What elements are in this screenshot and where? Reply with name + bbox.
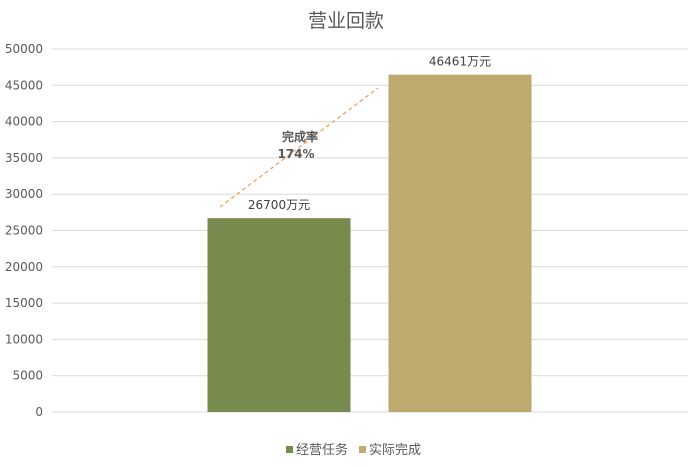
y-tick-label: 40000 xyxy=(5,115,43,129)
gridlines xyxy=(52,48,688,413)
y-axis: 0 5000 10000 15000 20000 25000 30000 35000 40000… xyxy=(5,42,43,419)
bars xyxy=(207,74,532,412)
legend-label: 实际完成 xyxy=(369,443,421,458)
completion-rate-label: 完成率 xyxy=(282,129,318,144)
completion-dashed-arrow xyxy=(219,87,379,208)
completion-annotation: 完成率 174% xyxy=(219,87,379,208)
y-tick-label: 50000 xyxy=(5,42,43,56)
y-tick-label: 15000 xyxy=(5,296,43,310)
y-tick-label: 0 xyxy=(35,405,43,419)
legend-swatch xyxy=(286,446,293,453)
legend-swatch xyxy=(359,446,366,453)
y-tick-label: 20000 xyxy=(5,260,43,274)
legend: 经营任务 实际完成 xyxy=(286,442,421,458)
completion-rate-value: 174% xyxy=(277,147,314,161)
y-tick-label: 10000 xyxy=(5,332,43,346)
bar xyxy=(388,74,532,412)
data-labels: 26700万元 46461万元 xyxy=(248,55,491,212)
y-tick-label: 5000 xyxy=(12,369,43,383)
legend-label: 经营任务 xyxy=(296,442,348,458)
data-label: 26700万元 xyxy=(248,198,310,212)
y-tick-label: 45000 xyxy=(5,78,43,92)
y-tick-label: 25000 xyxy=(5,224,43,238)
chart-title: 营业回款 xyxy=(308,10,384,32)
y-tick-label: 30000 xyxy=(5,187,43,201)
bar xyxy=(207,218,351,412)
data-label: 46461万元 xyxy=(429,55,491,69)
y-tick-label: 35000 xyxy=(5,151,43,165)
